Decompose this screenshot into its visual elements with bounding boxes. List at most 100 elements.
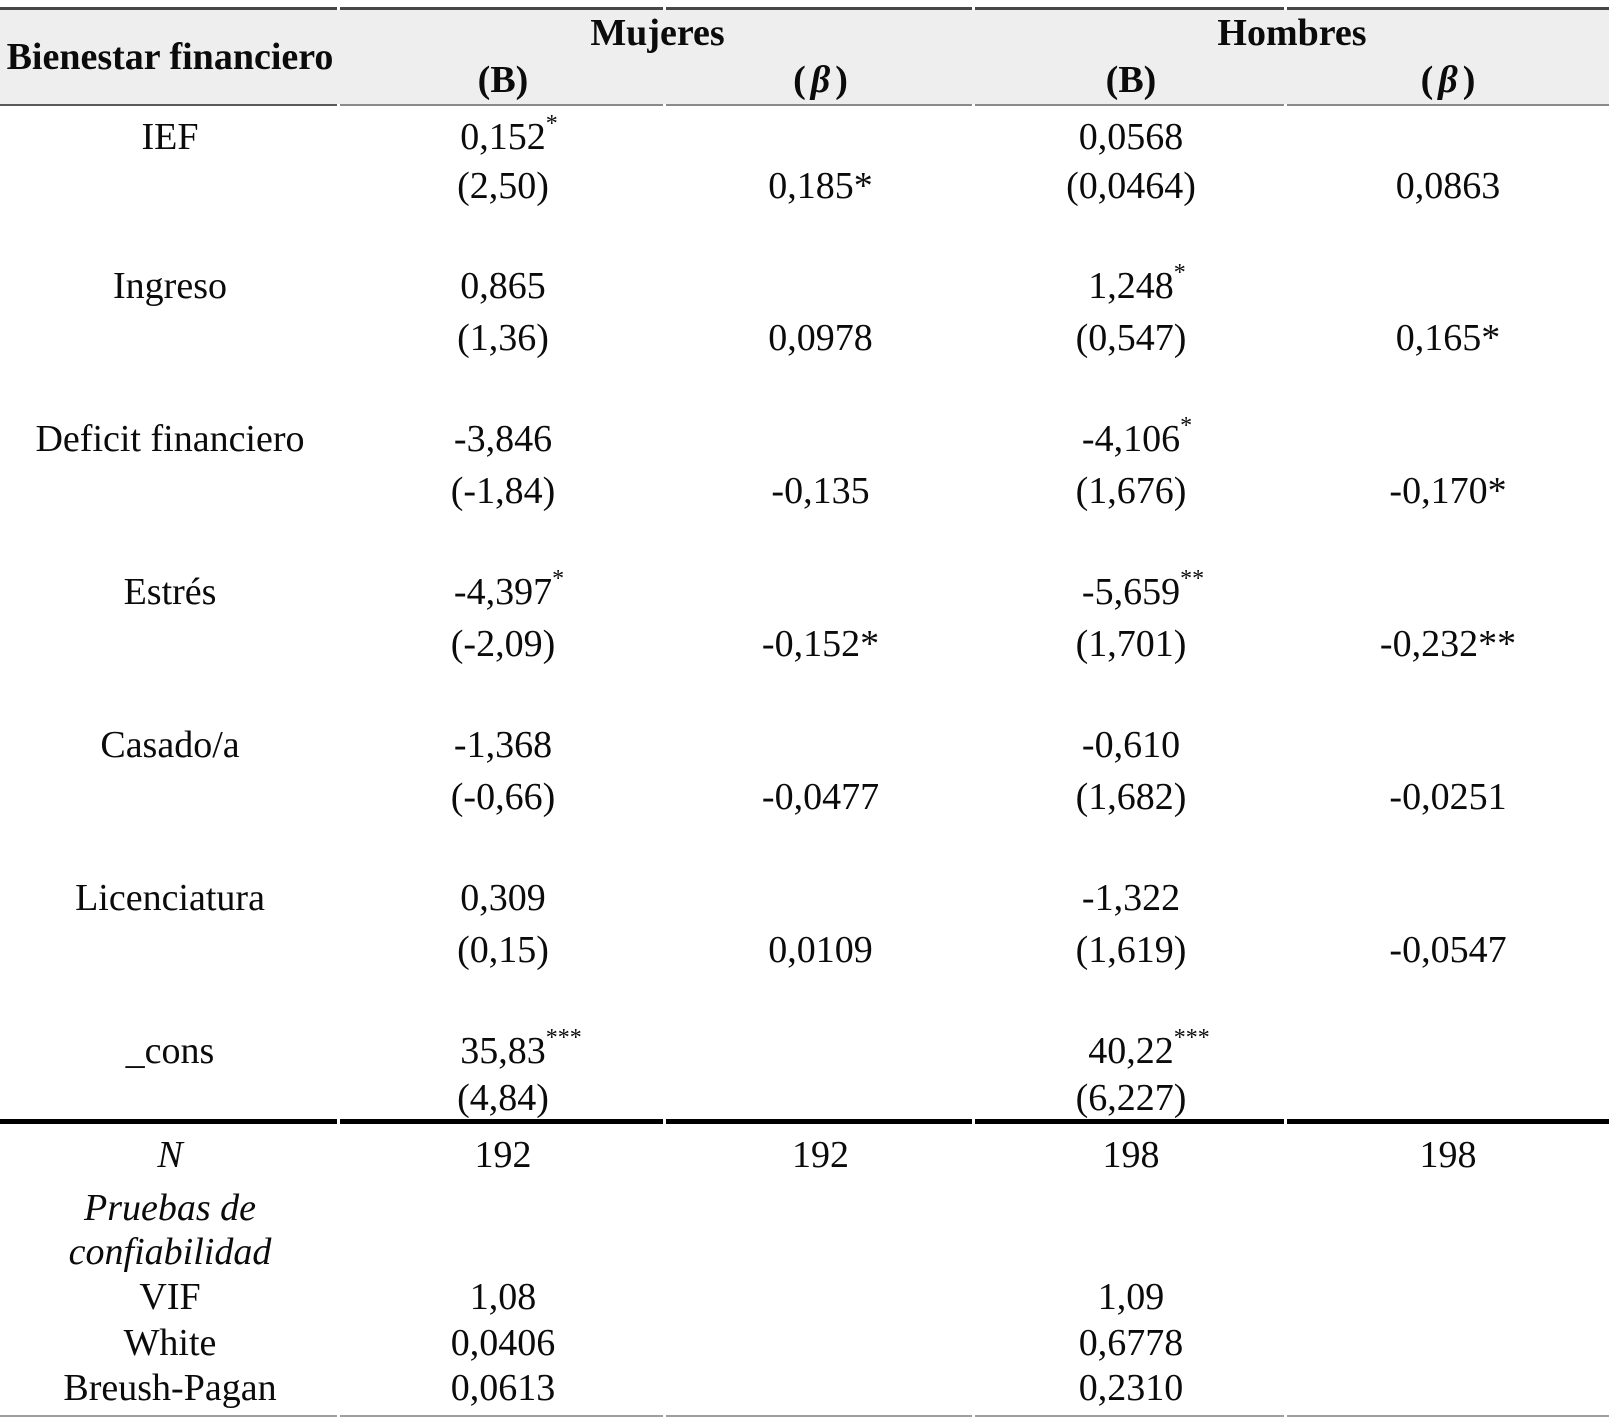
- table-header: Mujeres Hombres (B) (β) (B) (β) Bienesta…: [0, 10, 1609, 104]
- rule-segment: [975, 104, 1284, 106]
- reliability-heading-line1: Pruebas de: [83, 1187, 257, 1229]
- column-group-hombres: Hombres: [1217, 12, 1367, 54]
- t-statistic-hombres: (1,701): [1075, 623, 1187, 665]
- t-statistic-hombres: (1,619): [1075, 929, 1187, 971]
- row-label: _cons: [125, 1030, 215, 1072]
- table-title-bienestar-financiero: Bienestar financiero: [6, 36, 334, 78]
- empty-cell: [0, 312, 340, 364]
- reliability-heading-line2-row: confiabilidad: [0, 1230, 1609, 1274]
- breush-pagan-row: Breush-Pagan 0,0613 0,2310: [0, 1365, 1609, 1410]
- sample-size-row: N 192 192 198 198: [0, 1124, 1609, 1186]
- t-statistic-hombres: (1,682): [1075, 776, 1187, 818]
- value: 0,865: [460, 265, 546, 307]
- table-row-statistics: (-1,84) -0,135 (1,676) -0,170*: [0, 465, 1609, 517]
- rule-segment: [1287, 1119, 1609, 1124]
- b-coefficient-hombres: -5,659 **: [1081, 566, 1205, 613]
- beta-value-mujeres: 0,0978: [768, 317, 873, 359]
- rule-segment: [666, 104, 972, 106]
- group-gap: [0, 212, 1609, 260]
- beta-value-hombres: -0,0547: [1389, 929, 1507, 971]
- value: 0,152: [460, 116, 546, 158]
- table-row-statistics: (-2,09) -0,152* (1,701) -0,232**: [0, 618, 1609, 670]
- empty-cell: [1287, 1025, 1609, 1077]
- empty-cell: [1287, 566, 1609, 618]
- b-coefficient-hombres: 1,248 *: [1088, 260, 1186, 307]
- empty-cell: [1287, 114, 1609, 160]
- table-row-coefficient: Deficit financiero -3,846 -4,106 *: [0, 413, 1609, 465]
- b-coefficient-mujeres: 35,83 ***: [460, 1025, 582, 1072]
- column-header-beta-mujeres: (β): [666, 56, 975, 104]
- header-group-row: Mujeres Hombres: [0, 10, 1609, 56]
- white-test-label: White: [123, 1321, 217, 1364]
- rule-segment: [666, 7, 972, 10]
- row-label: Deficit financiero: [35, 418, 305, 460]
- value: -5,659: [1081, 571, 1181, 613]
- empty-cell: [1287, 719, 1609, 771]
- beta-symbol: β: [810, 59, 831, 101]
- rule-segment: [1287, 104, 1609, 106]
- b-coefficient-hombres: 40,22 ***: [1088, 1025, 1210, 1072]
- group-gap: [0, 364, 1609, 413]
- white-test-row: White 0,0406 0,6778: [0, 1320, 1609, 1365]
- n-mujeres-b: 192: [474, 1134, 532, 1176]
- empty-cell: [666, 872, 975, 924]
- paren-open: (: [793, 59, 806, 101]
- b-coefficient-mujeres: 0,865: [340, 260, 666, 312]
- breush-pagan-mujeres: 0,0613: [450, 1366, 556, 1409]
- t-statistic-mujeres: (-0,66): [450, 776, 556, 818]
- t-statistic-mujeres: (1,36): [457, 317, 549, 359]
- table-top-rule: [0, 7, 1609, 10]
- paren-open: (: [1420, 59, 1434, 101]
- empty-cell: [0, 771, 340, 823]
- rule-segment: [0, 104, 337, 106]
- group-gap: [0, 517, 1609, 566]
- t-statistic-mujeres: (-2,09): [450, 623, 556, 665]
- rule-segment: [340, 104, 663, 106]
- b-coefficient-hombres: -4,106 *: [1081, 413, 1193, 460]
- rule-segment: [975, 1415, 1284, 1417]
- empty-cell: [666, 1365, 975, 1410]
- empty-cell: [975, 1186, 1287, 1230]
- value: -4,397: [453, 571, 553, 613]
- t-statistic-hombres: (1,676): [1075, 470, 1187, 512]
- value: 35,83: [460, 1030, 546, 1072]
- empty-cell: [666, 1320, 975, 1365]
- table-row-statistics: (2,50) 0,185* (0,0464) 0,0863: [0, 160, 1609, 212]
- b-coefficient-mujeres: -3,846: [340, 413, 666, 465]
- beta-value-mujeres: 0,0109: [768, 929, 873, 971]
- rule-segment: [340, 1119, 663, 1124]
- header-underline-rule: [0, 104, 1609, 106]
- t-statistic-hombres: (0,547): [1075, 317, 1187, 359]
- breush-pagan-hombres: 0,2310: [1078, 1366, 1184, 1409]
- reliability-heading-line2: confiabilidad: [68, 1231, 272, 1273]
- t-statistic-mujeres: (-1,84): [450, 470, 556, 512]
- beta-value-hombres: -0,0251: [1389, 776, 1507, 818]
- empty-cell: [1287, 1274, 1609, 1320]
- empty-cell: [0, 160, 340, 212]
- table-row-coefficient: IEF 0,152 * 0,0568: [0, 112, 1609, 160]
- table-row-statistics: (1,36) 0,0978 (0,547) 0,165*: [0, 312, 1609, 364]
- beta-value-mujeres: -0,152*: [761, 623, 880, 665]
- vif-mujeres: 1,08: [469, 1276, 537, 1318]
- top-margin: [0, 0, 1609, 7]
- value: -4,106: [1081, 418, 1181, 460]
- empty-cell: [666, 1186, 975, 1230]
- t-statistic-mujeres: (2,50): [457, 165, 549, 207]
- rule-segment: [666, 1415, 972, 1417]
- rule-segment: [975, 7, 1284, 10]
- value: 0,0568: [1078, 116, 1184, 158]
- table-row-coefficient: Estrés -4,397 * -5,659 **: [0, 566, 1609, 618]
- b-coefficient-mujeres: -1,368: [340, 719, 666, 771]
- rule-segment: [340, 1415, 663, 1417]
- rule-segment: [0, 1415, 337, 1417]
- beta-value-mujeres: -0,0477: [761, 776, 880, 818]
- rule-segment: [1287, 7, 1609, 10]
- vif-hombres: 1,09: [1097, 1276, 1165, 1318]
- beta-value-hombres: [1287, 1077, 1609, 1119]
- n-mujeres-beta: 192: [792, 1134, 849, 1176]
- beta-symbol: β: [1438, 59, 1458, 101]
- column-group-mujeres: Mujeres: [590, 12, 725, 54]
- rule-segment: [1287, 1415, 1609, 1417]
- beta-value-mujeres: 0,185*: [768, 165, 873, 207]
- rule-segment: [0, 1119, 337, 1124]
